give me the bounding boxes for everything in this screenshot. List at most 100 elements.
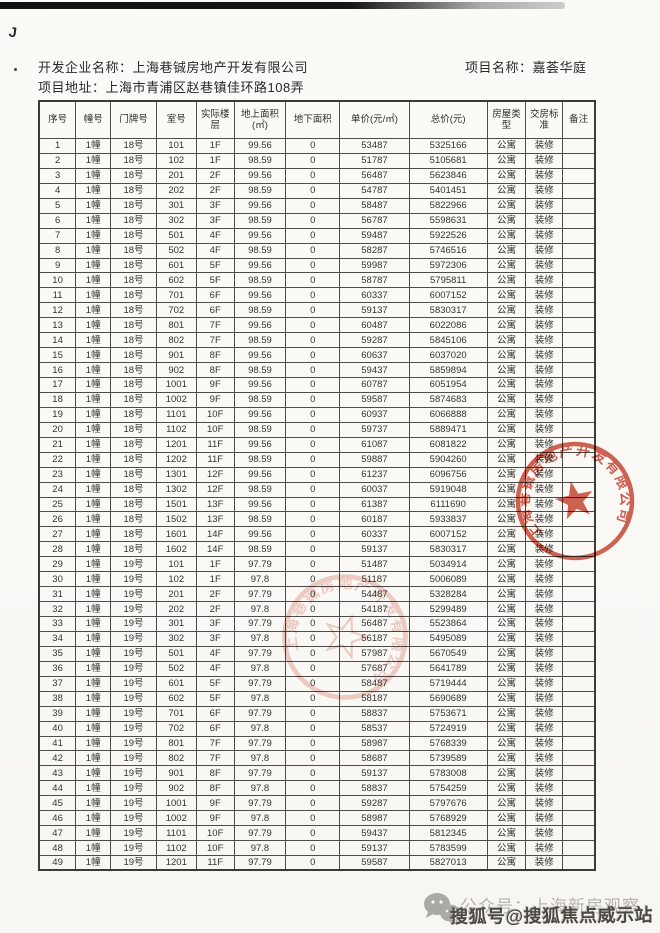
table-cell: [562, 466, 596, 483]
table-cell: 1幢: [75, 855, 112, 871]
table-cell: 19号: [110, 810, 157, 827]
table-cell: 99.56: [233, 526, 287, 543]
table-row: 33 1幢 19号 301 3F 97.79 0 56487 5523864 公寓 装修: [38, 616, 596, 632]
table-cell: 6F: [195, 302, 235, 319]
table-cell: 37: [38, 675, 77, 692]
column-header: 交房标准: [525, 100, 564, 139]
table-cell: 5006089: [408, 571, 488, 588]
column-header: 地下面积: [285, 100, 341, 139]
table-cell: 1幢: [75, 526, 112, 543]
table-cell: 6F: [195, 287, 235, 304]
table-cell: 装修: [525, 840, 564, 856]
table-cell: 58837: [339, 705, 410, 722]
table-cell: 18号: [110, 377, 157, 393]
table-cell: 0: [285, 362, 341, 378]
table-cell: 40: [38, 720, 77, 737]
table-cell: [562, 840, 596, 856]
table-cell: 0: [285, 690, 341, 707]
table-cell: 98.59: [233, 362, 287, 378]
table-cell: 0: [285, 705, 341, 722]
table-cell: 801: [155, 735, 197, 752]
table-cell: 1幢: [75, 451, 112, 468]
table-row: 24 1幢 18号 1302 12F 98.59 0 60037 5919048 公寓 装修: [38, 481, 596, 498]
table-cell: 54487: [339, 586, 410, 603]
table-cell: 公寓: [486, 481, 527, 498]
table-cell: [562, 257, 596, 274]
table-cell: 18号: [110, 406, 157, 423]
table-cell: 公寓: [486, 182, 527, 199]
table-cell: 5768929: [408, 810, 488, 827]
table-cell: 19号: [110, 556, 157, 573]
table-cell: 装修: [525, 630, 564, 647]
table-cell: 装修: [525, 660, 564, 677]
developer-line: 开发企业名称：上海巷铖房地产开发有限公司: [38, 58, 628, 78]
table-cell: 5328284: [408, 586, 488, 603]
table-cell: 98.59: [233, 272, 287, 289]
table-cell: 装修: [525, 167, 564, 184]
table-cell: 装修: [525, 272, 564, 289]
table-cell: 0: [285, 795, 341, 812]
table-cell: 18号: [110, 362, 157, 378]
column-header: 单价(元/㎡): [339, 100, 410, 139]
table-cell: 1001: [155, 377, 197, 393]
table-cell: 0: [285, 526, 341, 543]
table-cell: 1301: [155, 466, 197, 483]
table-row: 49 1幢 19号 1201 11F 97.79 0 59587 5827013 公寓 装修: [38, 855, 596, 871]
table-cell: 2F: [195, 601, 235, 617]
table-cell: 1幢: [75, 556, 112, 573]
table-cell: [562, 586, 596, 603]
table-cell: [562, 675, 596, 692]
table-row: 13 1幢 18号 801 7F 99.56 0 60487 6022086 公寓 装修: [38, 317, 596, 334]
table-cell: 装修: [525, 242, 564, 259]
table-cell: 2F: [195, 586, 235, 603]
table-cell: 46: [38, 810, 77, 827]
table-cell: 5859894: [408, 362, 488, 378]
table-cell: [562, 720, 596, 737]
table-row: 40 1幢 19号 702 6F 97.8 0 58537 5724919 公寓 装修: [38, 720, 596, 737]
table-cell: 装修: [525, 825, 564, 842]
table-cell: 7F: [195, 750, 235, 767]
table-cell: 18号: [110, 152, 157, 169]
table-cell: 99.56: [233, 197, 287, 214]
table-cell: 18号: [110, 481, 157, 498]
table-cell: 0: [285, 272, 341, 289]
table-cell: 25: [38, 496, 77, 513]
table-cell: 19号: [110, 750, 157, 767]
table-cell: 802: [155, 750, 197, 767]
column-header: 实际楼层: [195, 100, 235, 139]
table-cell: 1幢: [75, 630, 112, 647]
table-row: 4 1幢 18号 202 2F 98.59 0 54787 5401451 公寓 装修: [38, 182, 596, 199]
table-cell: 1302: [155, 481, 197, 498]
table-cell: 56787: [339, 212, 410, 229]
table-cell: 公寓: [486, 571, 527, 588]
table-cell: 0: [285, 242, 341, 259]
table-cell: 公寓: [486, 302, 527, 319]
table-cell: 58987: [339, 735, 410, 752]
table-cell: 15: [38, 347, 77, 364]
table-cell: 装修: [525, 362, 564, 378]
table-cell: 19号: [110, 780, 157, 797]
table-cell: 装修: [525, 750, 564, 767]
table-cell: [562, 630, 596, 647]
table-cell: [562, 421, 596, 438]
table-cell: 0: [285, 317, 341, 334]
column-header: 门牌号: [110, 100, 157, 139]
table-cell: [562, 645, 596, 662]
table-cell: 1201: [155, 436, 197, 453]
table-cell: 1幢: [75, 362, 112, 378]
table-cell: 1幢: [75, 197, 112, 214]
table-cell: 98.59: [233, 242, 287, 259]
table-cell: 51187: [339, 571, 410, 588]
table-cell: 12F: [195, 466, 235, 483]
table-cell: [562, 406, 596, 423]
table-cell: 公寓: [486, 287, 527, 304]
table-cell: 18号: [110, 451, 157, 468]
table-row: 12 1幢 18号 702 6F 98.59 0 59137 5830317 公寓 装修: [38, 302, 596, 319]
table-cell: 1502: [155, 511, 197, 528]
table-cell: 装修: [525, 212, 564, 229]
table-cell: 公寓: [486, 616, 527, 632]
table-cell: 97.8: [233, 720, 287, 737]
table-cell: [562, 272, 596, 289]
table-cell: 14F: [195, 526, 235, 543]
table-cell: 97.79: [233, 675, 287, 692]
